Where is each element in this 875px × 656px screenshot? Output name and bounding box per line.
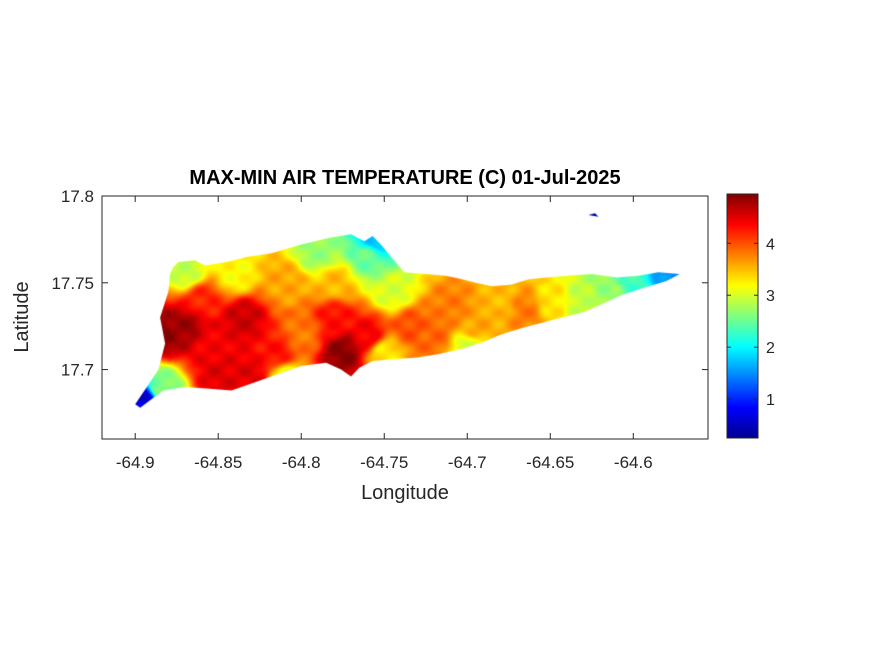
y-tick-label: 17.8 bbox=[61, 187, 94, 206]
colorbar-tick-label: 4 bbox=[766, 236, 775, 253]
colorbar-tick-label: 1 bbox=[766, 392, 775, 409]
x-tick-label: -64.9 bbox=[116, 453, 155, 472]
x-tick-label: -64.7 bbox=[448, 453, 487, 472]
x-axis: -64.9 -64.85 -64.8 -64.75 -64.7 -64.65 -64.6 bbox=[116, 196, 653, 472]
x-tick-label: -64.85 bbox=[194, 453, 242, 472]
colorbar-tick-label: 3 bbox=[766, 288, 775, 305]
x-tick-label: -64.75 bbox=[360, 453, 408, 472]
colorbar-tick-label: 2 bbox=[766, 340, 775, 357]
chart-title: MAX-MIN AIR TEMPERATURE (C) 01-Jul-2025 bbox=[189, 167, 620, 189]
y-axis-label: Latitude bbox=[11, 281, 33, 352]
plot-frame bbox=[101, 195, 709, 440]
x-tick-label: -64.6 bbox=[614, 453, 653, 472]
x-axis-label: Longitude bbox=[361, 482, 449, 504]
colorbar bbox=[726, 193, 759, 439]
colorbar-ticks: 1 2 3 4 bbox=[727, 236, 775, 409]
y-tick-label: 17.75 bbox=[51, 274, 94, 293]
x-tick-label: -64.8 bbox=[282, 453, 321, 472]
y-tick-label: 17.7 bbox=[61, 361, 94, 380]
y-axis: 17.7 17.75 17.8 bbox=[51, 187, 708, 380]
heatmap-surface bbox=[102, 196, 708, 439]
x-tick-label: -64.65 bbox=[526, 453, 574, 472]
